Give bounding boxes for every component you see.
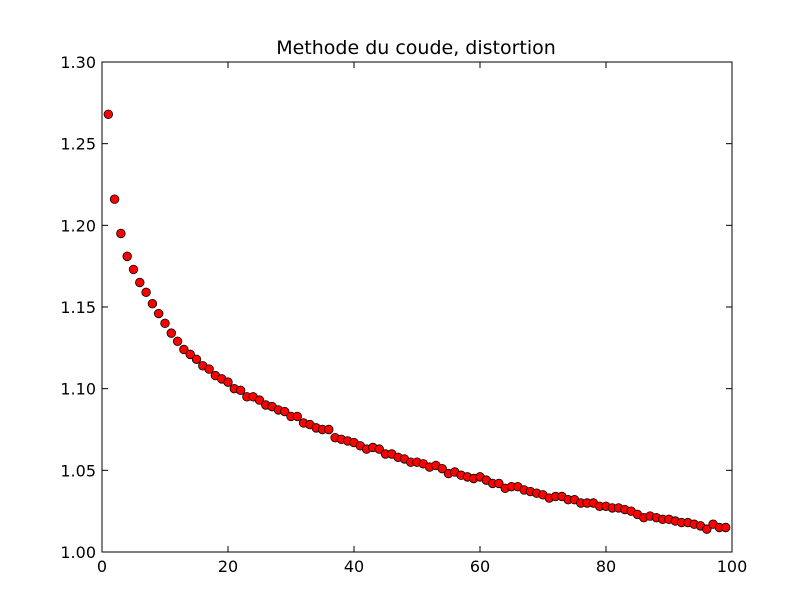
y-tick-label: 1.25	[60, 135, 96, 154]
data-point	[235, 385, 246, 396]
data-point	[153, 308, 164, 319]
x-tick-label: 40	[344, 557, 364, 576]
y-tick-label: 1.05	[60, 461, 96, 480]
x-tick-label: 100	[717, 557, 748, 576]
x-tick-label: 60	[470, 557, 490, 576]
x-tick-label: 0	[97, 557, 107, 576]
data-point	[109, 194, 120, 204]
x-tick-label: 20	[218, 557, 238, 576]
data-point	[191, 354, 202, 364]
data-point	[128, 264, 139, 275]
data-point	[280, 406, 290, 417]
data-point	[292, 411, 303, 422]
data-point	[437, 464, 447, 474]
data-point	[702, 524, 712, 534]
data-point	[494, 478, 504, 489]
data-point	[135, 277, 145, 288]
y-tick-label: 1.10	[60, 380, 96, 399]
chart-title: Methode du coude, distortion	[276, 37, 556, 59]
y-tick-label: 1.30	[60, 53, 96, 72]
y-tick-label: 1.15	[60, 298, 96, 317]
x-tick-label: 80	[596, 557, 616, 576]
data-point	[324, 424, 334, 435]
data-points	[103, 109, 731, 534]
y-axis: 1.00 1.05 1.10 1.15 1.20 1.25 1.30	[60, 53, 732, 562]
data-point	[185, 349, 195, 360]
data-point	[122, 251, 132, 262]
data-point	[374, 444, 384, 454]
data-point	[254, 395, 265, 405]
data-point	[160, 318, 170, 329]
data-point	[116, 228, 126, 239]
data-point	[172, 336, 183, 347]
data-point	[147, 299, 158, 309]
data-point	[721, 522, 731, 533]
y-tick-label: 1.20	[60, 216, 96, 235]
data-point	[223, 377, 233, 387]
x-axis: 0 20 40 60 80 100	[97, 62, 747, 576]
plot-frame	[101, 61, 733, 553]
data-point	[103, 109, 114, 119]
data-point	[179, 344, 189, 355]
data-point	[141, 287, 151, 298]
data-point	[204, 364, 214, 374]
y-tick-label: 1.00	[60, 543, 96, 562]
data-point	[166, 328, 177, 338]
